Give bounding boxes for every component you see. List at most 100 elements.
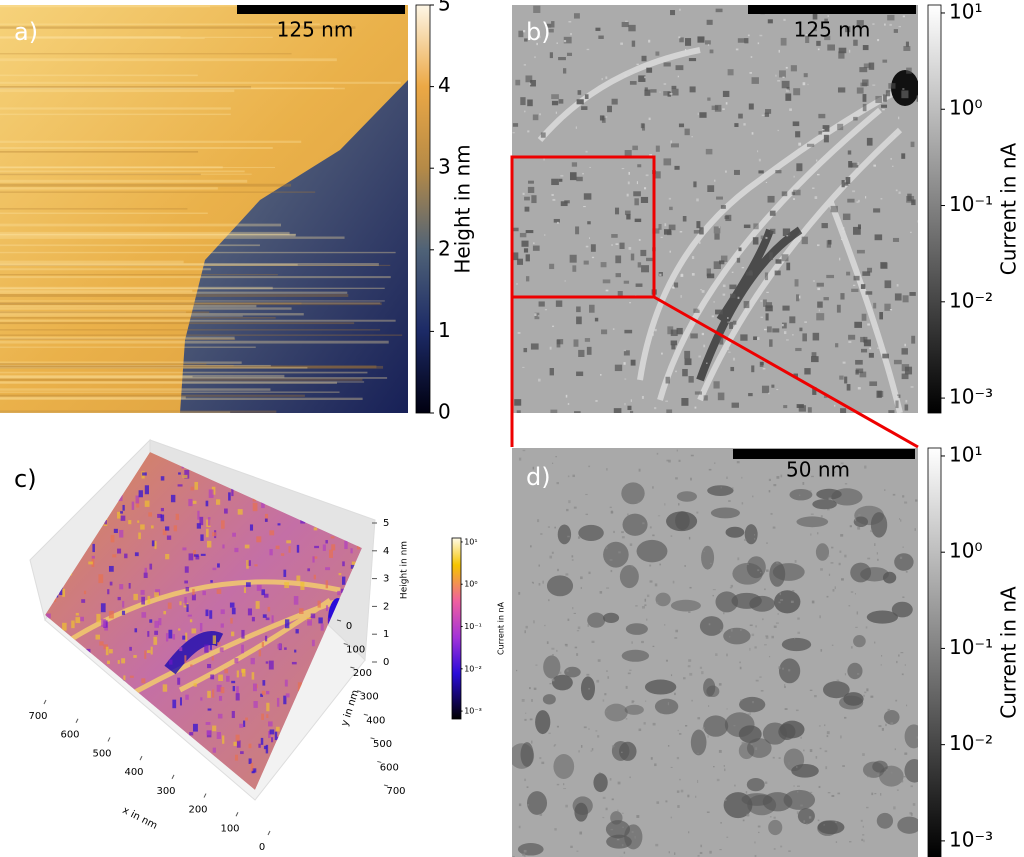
spike	[150, 756, 156, 759]
pit	[709, 850, 712, 854]
pit	[902, 495, 905, 498]
pit	[665, 400, 668, 402]
pit	[767, 195, 775, 203]
pit	[722, 108, 725, 110]
spike	[248, 743, 252, 749]
spike	[98, 574, 104, 584]
spike	[93, 676, 98, 682]
spike	[45, 724, 49, 733]
spike	[162, 684, 168, 692]
scale-bar-label: 125 nm	[794, 18, 871, 42]
pit	[852, 190, 856, 193]
pit	[755, 747, 758, 750]
spike	[274, 731, 278, 741]
pit	[740, 699, 743, 701]
pit	[644, 679, 677, 695]
pit	[738, 113, 743, 119]
spike	[204, 644, 209, 653]
pit	[901, 90, 909, 99]
pit	[867, 775, 870, 778]
pit	[778, 723, 796, 740]
pit	[899, 556, 903, 560]
pit	[695, 795, 697, 798]
pit	[844, 483, 848, 485]
spike	[178, 472, 181, 475]
spike	[151, 758, 157, 767]
pit	[776, 561, 779, 564]
pit	[869, 381, 878, 386]
spike	[253, 701, 258, 708]
pit	[860, 336, 865, 343]
spike	[271, 615, 274, 623]
spike	[98, 695, 103, 703]
pit	[801, 236, 808, 245]
pit	[676, 327, 683, 335]
pit	[851, 288, 859, 293]
pit	[671, 344, 676, 350]
pit	[697, 112, 699, 116]
pit	[605, 807, 608, 811]
pit	[547, 526, 550, 528]
spike	[93, 468, 97, 474]
pit	[817, 287, 821, 291]
pit	[576, 306, 581, 313]
pit	[556, 339, 564, 345]
pit	[514, 399, 522, 406]
pit	[566, 669, 569, 672]
pit	[828, 497, 832, 501]
pit	[624, 704, 644, 715]
pit	[627, 181, 630, 185]
pit	[549, 683, 552, 685]
pit	[565, 573, 569, 576]
spike	[337, 590, 341, 596]
pit	[878, 725, 882, 728]
pit	[530, 79, 536, 87]
spike	[272, 788, 276, 790]
pit	[734, 123, 739, 127]
pit	[726, 476, 728, 479]
spike	[102, 477, 106, 481]
pit	[597, 735, 600, 738]
pit	[513, 227, 519, 232]
pit	[517, 332, 521, 334]
pit	[898, 654, 900, 657]
spike	[337, 728, 340, 734]
y-axis-label: y in nm	[339, 689, 361, 728]
pit	[915, 499, 918, 502]
pit	[574, 646, 578, 649]
pit	[840, 735, 842, 739]
pit	[841, 227, 845, 231]
pit	[634, 836, 636, 839]
pit	[622, 826, 625, 828]
spike	[212, 725, 217, 732]
spike	[231, 607, 236, 615]
pit	[579, 831, 583, 835]
pit	[623, 349, 627, 352]
spike	[208, 489, 214, 498]
pit	[837, 792, 841, 795]
pit	[558, 99, 564, 104]
spike	[316, 486, 320, 493]
pit	[564, 666, 581, 678]
pit	[845, 26, 851, 33]
pit	[910, 231, 912, 233]
pit	[654, 583, 658, 587]
pit	[741, 502, 744, 505]
current-map-zoom	[512, 448, 918, 857]
spike	[75, 675, 80, 681]
pit	[684, 350, 691, 359]
pit	[881, 104, 888, 108]
spike	[182, 474, 188, 479]
streak	[0, 5, 390, 7]
spike	[262, 614, 267, 618]
spike	[79, 687, 83, 695]
x-tick-label: 300	[156, 786, 175, 797]
pit	[765, 636, 769, 639]
spike	[127, 755, 133, 763]
pit	[585, 493, 588, 496]
pit	[783, 18, 786, 21]
pit	[724, 768, 726, 772]
spike	[46, 613, 51, 619]
pit	[765, 635, 769, 637]
pit	[707, 185, 715, 192]
